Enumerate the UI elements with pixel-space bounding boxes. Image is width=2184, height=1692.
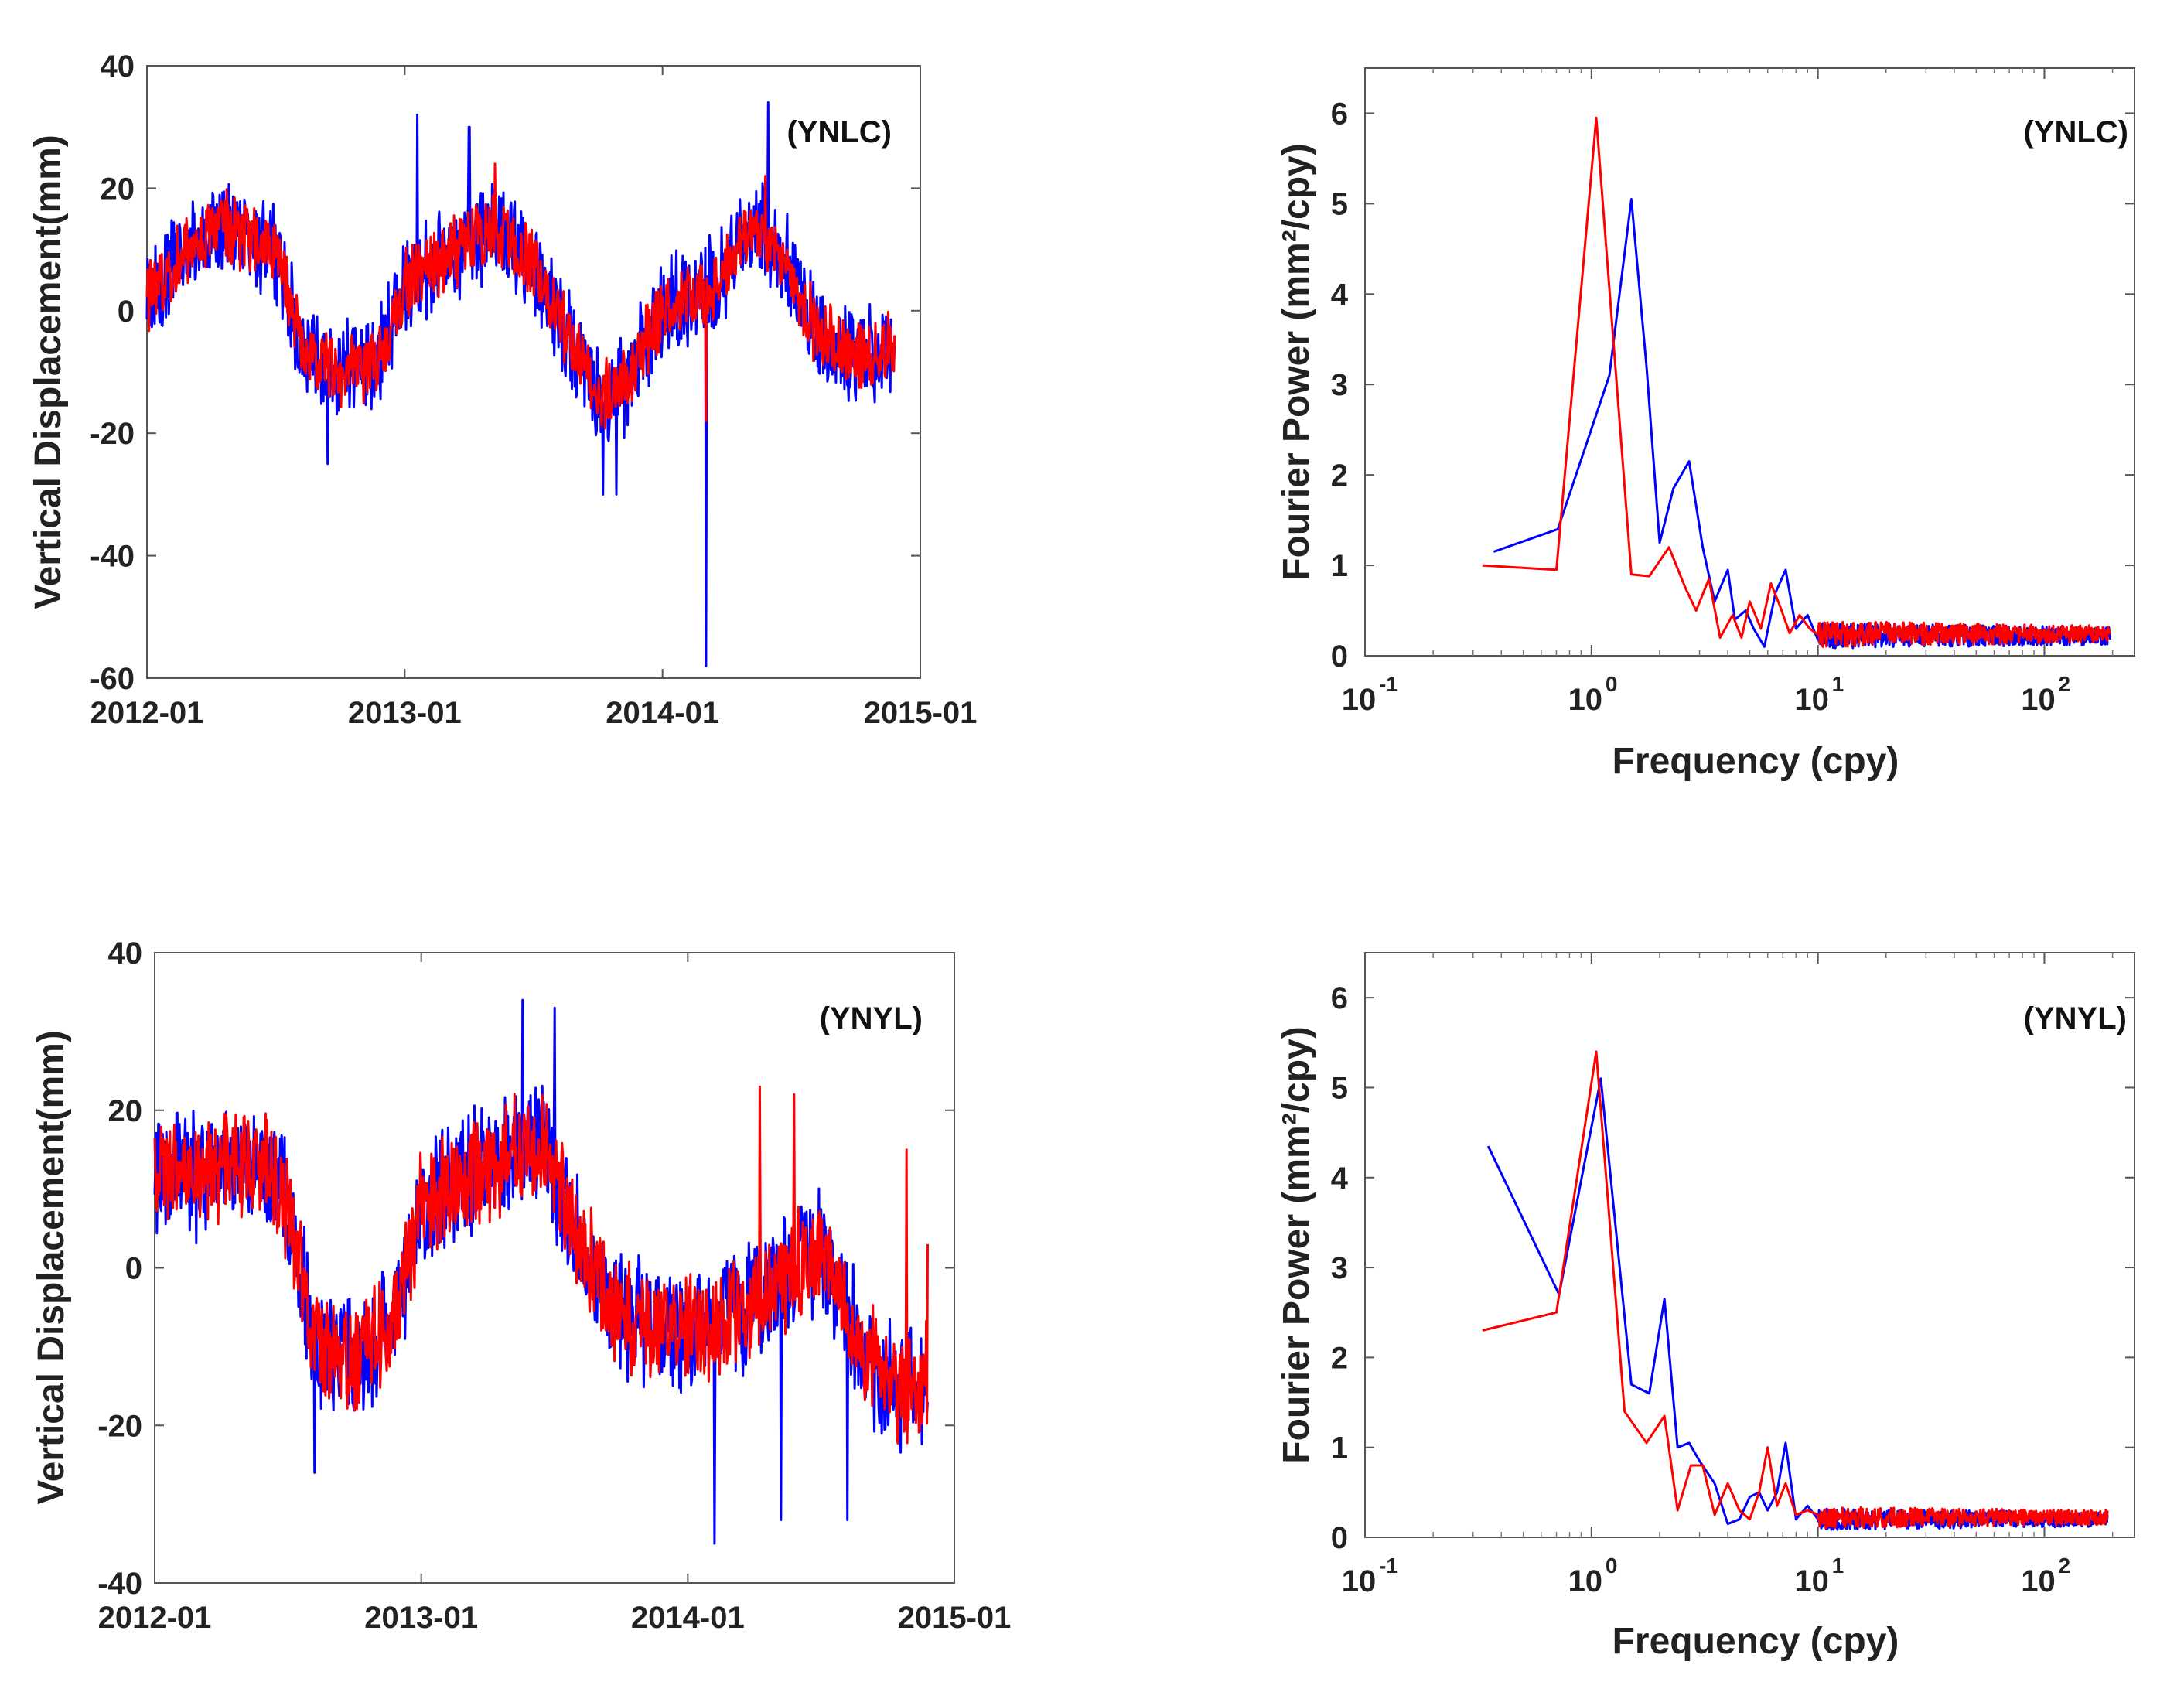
x-axis-label: Frequency (cpy) (1612, 1621, 1899, 1662)
y-tick-label: 1 (1331, 549, 1348, 583)
series-lines (1482, 116, 2111, 650)
y-tick-label: 20 (101, 172, 135, 206)
plot-frame (1364, 67, 2135, 657)
y-axis-label: Vertical Displacement(mm) (28, 135, 69, 609)
station-label: (YNLC) (787, 115, 892, 149)
x-tick-label: 2013-01 (364, 1601, 478, 1635)
y-axis-label: Fourier Power (mm²/cpy) (1276, 143, 1317, 580)
x-tick-label-exponent: -1 (1379, 672, 1398, 696)
series-lines (145, 101, 896, 667)
station-label: (YNYL) (820, 1001, 923, 1035)
x-tick-label-exponent: 1 (1832, 1554, 1844, 1578)
x-tick-label-base: 10 (2021, 1564, 2056, 1598)
x-tick-label-exponent: 0 (1606, 1554, 1618, 1578)
y-tick-label: 20 (108, 1094, 143, 1128)
y-tick-label: 40 (101, 49, 135, 84)
y-tick-label: 6 (1331, 981, 1348, 1015)
x-tick-label: 2014-01 (631, 1601, 745, 1635)
red-series-line (153, 1085, 929, 1445)
y-tick-label: 4 (1331, 278, 1349, 312)
x-tick-label-base: 10 (1794, 1564, 1829, 1598)
x-tick-label-exponent: 0 (1606, 672, 1618, 696)
x-tick-label: 2015-01 (898, 1601, 1012, 1635)
x-tick-label-base: 10 (1342, 1564, 1377, 1598)
station-label: (YNLC) (2023, 115, 2128, 149)
x-tick-label-base: 10 (1568, 1564, 1603, 1598)
plot-frame (146, 65, 921, 679)
plot-frame (1364, 952, 2135, 1538)
y-axis-label: Fourier Power (mm²/cpy) (1276, 1026, 1317, 1463)
y-tick-label: -40 (97, 1567, 142, 1601)
y-tick-label: -40 (90, 540, 135, 574)
y-axis-label: Vertical Displacement(mm) (31, 1030, 72, 1505)
axes: 2012-01 2013-01 2014-01 2015-01 -60 -40 -20 0 20… (90, 49, 977, 730)
y-tick-label: 6 (1331, 97, 1348, 131)
station-label: (YNYL) (2024, 1001, 2127, 1035)
red-series-line (1482, 1050, 2109, 1530)
x-tick-label-exponent: 2 (2058, 1554, 2070, 1578)
y-tick-label: 5 (1331, 1071, 1348, 1105)
x-tick-label-exponent: -1 (1379, 1554, 1398, 1578)
x-tick-label: 2012-01 (98, 1601, 212, 1635)
y-tick-label: 0 (118, 295, 135, 329)
y-tick-label: -20 (90, 417, 135, 451)
x-tick-label-exponent: 1 (1832, 672, 1844, 696)
panel-ts-ynyl: 2012-01 2013-01 2014-01 2015-01-40-2002040 … (31, 936, 1011, 1635)
x-tick-label: 2012-01 (90, 696, 204, 730)
y-tick-label: 0 (1331, 640, 1348, 674)
y-tick-label: 3 (1331, 1251, 1348, 1285)
x-axis-label: Frequency (cpy) (1612, 741, 1899, 782)
y-tick-label: -20 (97, 1409, 142, 1443)
y-tick-label: 0 (125, 1252, 142, 1286)
y-tick-label: 2 (1331, 1341, 1348, 1375)
x-tick-label: 2013-01 (348, 696, 462, 730)
y-tick-label: 0 (1331, 1521, 1348, 1555)
panel-ts-ynlc: 2012-01 2013-01 2014-01 2015-01 -60 -40 -20 0 20… (28, 49, 977, 730)
red-series-line (1482, 116, 2111, 648)
red-series-line (145, 162, 896, 430)
x-tick-label-base: 10 (1568, 683, 1603, 717)
blue-series-line (1493, 198, 2111, 650)
y-tick-label: 2 (1331, 459, 1348, 493)
x-tick-label-base: 10 (1794, 683, 1829, 717)
y-tick-label: -60 (90, 662, 135, 696)
y-tick-label: 1 (1331, 1431, 1348, 1465)
y-tick-label: 4 (1331, 1162, 1349, 1196)
y-tick-label: 5 (1331, 187, 1348, 221)
y-tick-label: 3 (1331, 368, 1348, 402)
series-lines (1482, 1050, 2109, 1531)
series-lines (153, 998, 929, 1545)
x-tick-label-base: 10 (1342, 683, 1377, 717)
blue-series-line (145, 101, 896, 667)
x-tick-label-base: 10 (2021, 683, 2056, 717)
x-tick-label: 2014-01 (606, 696, 719, 730)
x-tick-label-exponent: 2 (2058, 672, 2070, 696)
x-tick-label: 2015-01 (864, 696, 978, 730)
y-tick-label: 40 (108, 936, 143, 971)
axes: 2012-01 2013-01 2014-01 2015-01 -40 -20 0 20 40 (97, 936, 1011, 1635)
